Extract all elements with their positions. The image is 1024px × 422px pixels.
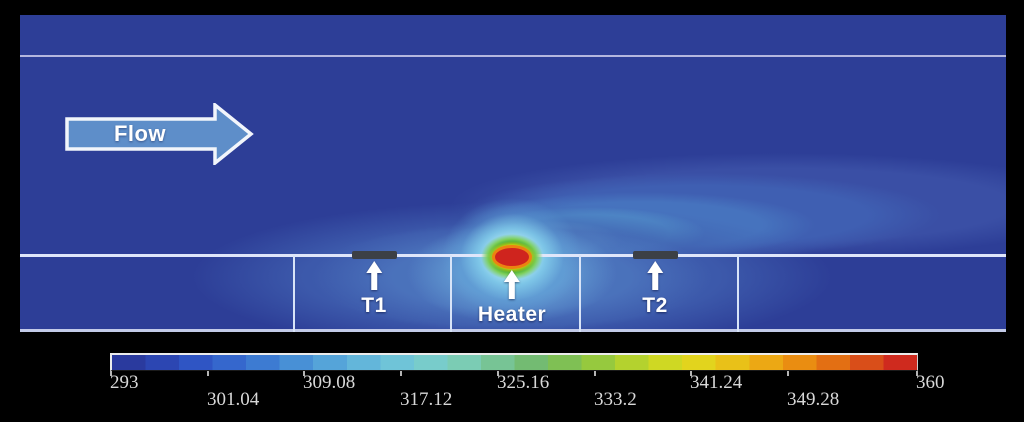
colorbar-tick-label: 301.04 xyxy=(207,389,260,410)
colorbar-tick-label: 325.16 xyxy=(497,372,550,393)
colorbar-tick xyxy=(690,371,692,376)
compartment-divider-t1-heater xyxy=(450,255,452,332)
colorbar-tick xyxy=(303,371,305,376)
compartment-divider-heater-t2 xyxy=(579,255,581,332)
colorbar-tick xyxy=(594,371,596,376)
t2-up-arrow-icon xyxy=(646,261,663,291)
flow-label: Flow xyxy=(113,121,167,146)
t2-sensor-bar xyxy=(633,251,678,259)
colorbar-tick xyxy=(110,371,112,376)
heater-marker: Heater xyxy=(478,270,546,327)
compartment-divider-left xyxy=(293,255,295,332)
colorbar-tick xyxy=(207,371,209,376)
heater-up-arrow-icon xyxy=(504,270,520,300)
t1-marker: T1 xyxy=(361,261,387,318)
t1-sensor-bar xyxy=(352,251,397,259)
top-wall-line xyxy=(20,55,1006,57)
t2-label: T2 xyxy=(642,294,668,317)
colorbar-tick-label: 293 xyxy=(110,372,139,393)
simulation-domain: T1 Heater T2 Flow xyxy=(20,15,1006,332)
colorbar-tick-label: 349.28 xyxy=(787,389,840,410)
colorbar-tick xyxy=(916,371,918,376)
colorbar-tick-label: 317.12 xyxy=(400,389,453,410)
flow-arrow-icon: Flow xyxy=(65,103,255,165)
colorbar-tick xyxy=(497,371,499,376)
colorbar-tick xyxy=(787,371,789,376)
colorbar-tick-label: 333.2 xyxy=(594,389,637,410)
t2-marker: T2 xyxy=(642,261,668,318)
t1-up-arrow-icon xyxy=(365,261,382,291)
colorbar-tick-label: 360 xyxy=(916,372,945,393)
colorbar-tick-label: 309.08 xyxy=(303,372,356,393)
colorbar-tick xyxy=(400,371,402,376)
heater-hotspot-core xyxy=(495,248,529,266)
colorbar-tick-label: 341.24 xyxy=(690,372,743,393)
t1-label: T1 xyxy=(361,294,387,317)
compartment-divider-right xyxy=(737,255,739,332)
colorbar-gradient xyxy=(110,353,918,371)
substrate-bottom-line xyxy=(20,329,1006,332)
heater-label: Heater xyxy=(477,303,547,326)
